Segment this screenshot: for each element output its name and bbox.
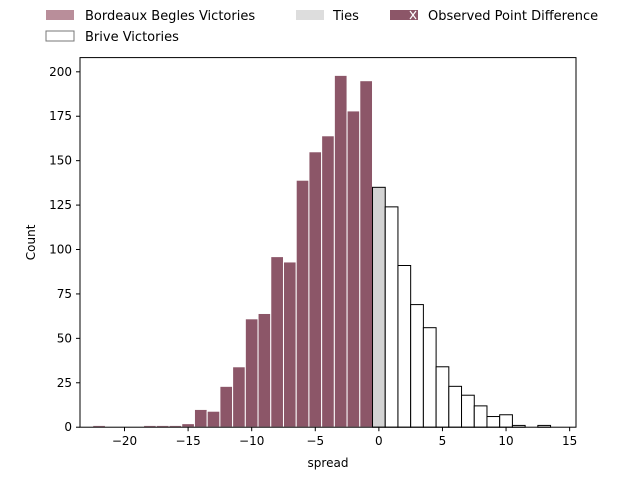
histogram-bar xyxy=(257,312,272,428)
legend-marker-observed xyxy=(409,10,417,20)
histogram-bar xyxy=(308,151,323,428)
histogram-bar xyxy=(181,423,195,428)
legend-swatch-ties xyxy=(296,10,324,20)
histogram-bar xyxy=(244,318,259,428)
histogram-bar xyxy=(333,74,348,428)
legend-swatch-bordeaux xyxy=(46,10,74,20)
histogram-bar xyxy=(193,408,208,428)
histogram-bar xyxy=(270,256,284,428)
y-axis-ticks: 0 25 50 75 100 125 150 175 200 xyxy=(49,65,80,434)
histogram-bar xyxy=(410,304,424,428)
legend-swatch-observed xyxy=(390,10,418,20)
x-tick-label: −15 xyxy=(175,434,200,448)
x-tick-label: 0 xyxy=(375,434,383,448)
histogram-bar xyxy=(282,261,297,428)
y-axis-label: Count xyxy=(24,224,38,260)
y-tick-label: 200 xyxy=(49,65,72,79)
x-tick-label: 5 xyxy=(439,434,447,448)
histogram-bar xyxy=(397,265,412,428)
legend-swatch-brive xyxy=(45,30,75,42)
x-tick-label: 10 xyxy=(498,434,513,448)
y-tick-label: 125 xyxy=(49,198,72,212)
histogram-bar xyxy=(422,327,437,428)
legend-label-ties: Ties xyxy=(332,9,359,24)
legend-label-brive: Brive Victories xyxy=(85,30,179,45)
legend-label-bordeaux: Bordeaux Begles Victories xyxy=(85,9,255,24)
histogram-bar xyxy=(321,135,335,428)
x-axis-ticks: −20 −15 −10 −5 0 5 10 15 xyxy=(112,427,577,448)
x-tick-label: −10 xyxy=(239,434,264,448)
y-tick-label: 0 xyxy=(64,420,72,434)
histogram-bar xyxy=(206,410,221,428)
histogram-bar xyxy=(486,416,501,428)
plot-frame xyxy=(79,57,577,428)
legend: Bordeaux Begles Victories Brive Victorie… xyxy=(45,9,598,45)
y-tick-label: 175 xyxy=(49,109,72,123)
x-axis-label: spread xyxy=(308,456,349,470)
y-tick-label: 100 xyxy=(49,243,72,257)
y-tick-label: 50 xyxy=(57,331,72,345)
x-tick-label: −20 xyxy=(112,434,137,448)
histogram-bar xyxy=(359,80,374,428)
histogram-bar xyxy=(499,414,513,428)
histogram-bar xyxy=(461,394,475,428)
y-tick-label: 75 xyxy=(57,287,72,301)
legend-label-observed: Observed Point Difference xyxy=(428,9,598,24)
histogram-bar xyxy=(219,385,234,428)
bars-layer xyxy=(92,74,552,428)
histogram-bar xyxy=(232,366,246,428)
histogram-bar xyxy=(448,385,463,428)
histogram-bar xyxy=(295,179,310,428)
histogram-bar xyxy=(372,186,386,428)
x-tick-label: 15 xyxy=(562,434,577,448)
histogram-bar xyxy=(473,405,488,428)
histogram-bar xyxy=(346,110,361,428)
y-tick-label: 25 xyxy=(57,376,72,390)
y-tick-label: 150 xyxy=(49,154,72,168)
histogram-bar xyxy=(384,206,399,428)
x-tick-label: −5 xyxy=(306,434,324,448)
histogram-bar xyxy=(435,366,450,428)
